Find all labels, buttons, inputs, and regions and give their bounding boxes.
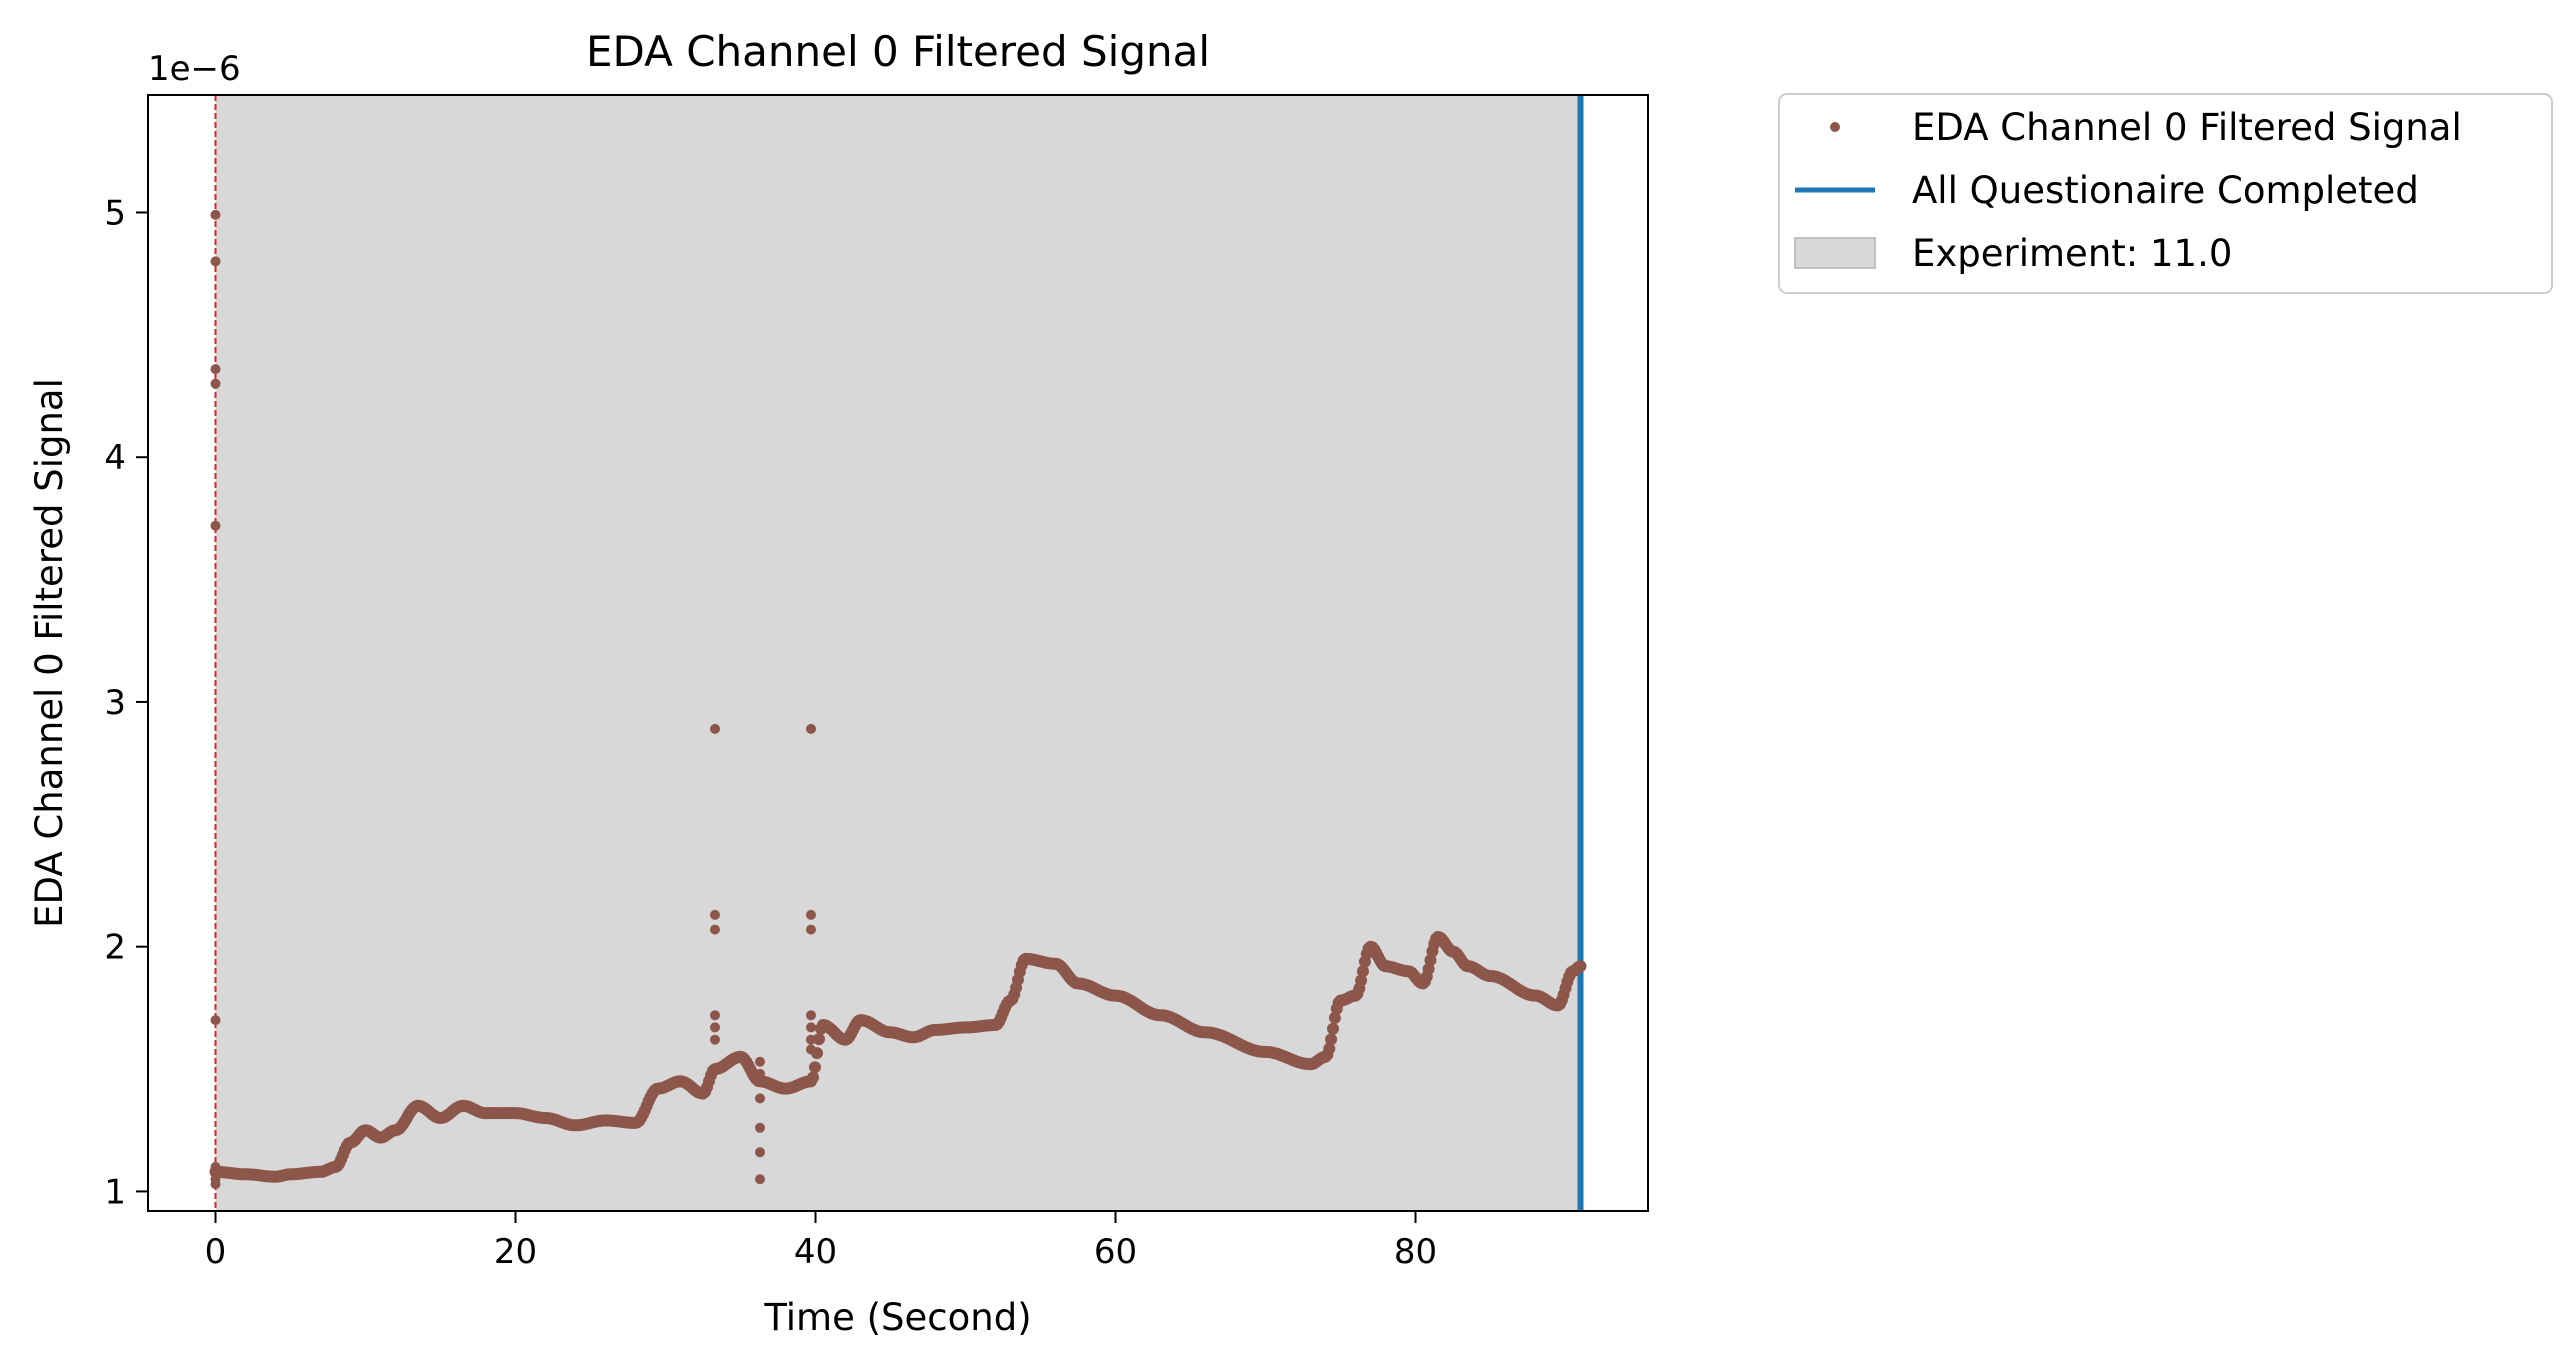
legend-label-questionnaire: All Questionaire Completed (1912, 169, 2419, 212)
signal-point (1357, 965, 1369, 978)
signal-outlier-point (806, 1044, 816, 1055)
signal-outlier-point (755, 1068, 765, 1079)
signal-outlier-point (755, 1093, 765, 1104)
signal-outlier-point (806, 1034, 816, 1045)
signal-outlier-point (806, 1022, 816, 1033)
signal-point (1323, 1042, 1336, 1055)
signal-outlier-point (710, 1010, 720, 1021)
signal-outlier-point (710, 723, 720, 734)
signal-point (1574, 960, 1587, 973)
y-tick-label: 3 (104, 683, 126, 723)
signal-point (1355, 974, 1368, 987)
signal-outlier-point (806, 1010, 816, 1021)
y-axis-label: EDA Channel 0 Filtered Signal (28, 378, 71, 928)
signal-outlier-point (210, 520, 221, 531)
signal-outlier-point (806, 909, 816, 920)
x-tick-label: 0 (205, 1232, 227, 1272)
legend: EDA Channel 0 Filtered Signal All Questi… (1778, 93, 2553, 294)
y-tick-label: 1 (104, 1172, 126, 1212)
signal-outlier-point (210, 1015, 221, 1026)
signal-outlier-point (755, 1056, 765, 1067)
signal-outlier-point (710, 1034, 720, 1045)
signal-outlier-point (210, 1161, 221, 1172)
legend-box (1778, 93, 2553, 294)
signal-outlier-point (755, 1122, 765, 1133)
x-tick-label: 60 (1094, 1232, 1137, 1272)
x-tick-label: 40 (794, 1232, 837, 1272)
experiment-region (215, 95, 1581, 1211)
signal-point (807, 1071, 819, 1084)
x-tick-label: 80 (1394, 1232, 1437, 1272)
signal-point (1424, 954, 1437, 967)
signal-point (809, 1061, 821, 1074)
plot-frame (147, 94, 1649, 1212)
chart-title: EDA Channel 0 Filtered Signal (586, 27, 1210, 76)
legend-marker-icon (1830, 122, 1840, 132)
legend-patch-icon (1794, 237, 1876, 269)
signal-outlier-point (755, 1147, 765, 1158)
signal-outlier-point (210, 1174, 221, 1185)
x-axis-label: Time (Second) (763, 1296, 1031, 1339)
y-tick-label: 4 (104, 438, 126, 478)
legend-label-signal: EDA Channel 0 Filtered Signal (1912, 106, 2462, 149)
signal-outlier-point (210, 378, 221, 389)
x-axis: 0 20 40 60 80 (205, 1211, 1437, 1272)
signal-outlier-point (210, 209, 221, 220)
y-tick-label: 5 (104, 193, 126, 233)
signal-outlier-point (806, 924, 816, 935)
signal-outlier-point (806, 723, 816, 734)
signal-outlier-point (755, 1174, 765, 1185)
signal-point (1325, 1033, 1338, 1046)
signal-outlier-point (710, 1022, 720, 1033)
y-tick-label: 2 (104, 928, 126, 968)
signal-point (1422, 963, 1435, 975)
signal-point (1327, 1022, 1339, 1035)
signal-outlier-point (710, 924, 720, 935)
signal-outlier-point (710, 909, 720, 920)
y-axis: 1 2 3 4 5 (104, 193, 148, 1212)
signal-point (813, 1033, 825, 1046)
legend-label-experiment: Experiment: 11.0 (1912, 232, 2232, 275)
plot-area (209, 95, 1587, 1211)
signal-outlier-point (210, 364, 221, 375)
y-axis-offset-label: 1e−6 (148, 49, 241, 89)
signal-outlier-point (210, 256, 221, 267)
x-tick-label: 20 (494, 1232, 537, 1272)
signal-point (1328, 1011, 1341, 1024)
